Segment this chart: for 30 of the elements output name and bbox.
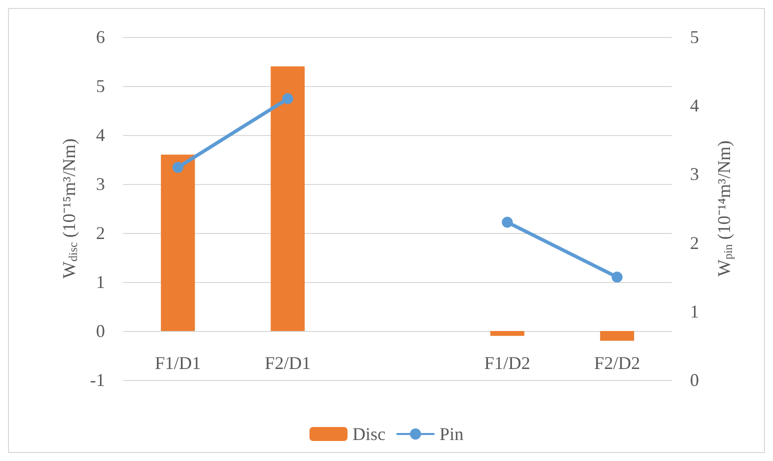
y2-tick-label: 5 [690,27,699,47]
y2-tick-label: 1 [690,301,699,322]
bar [600,331,634,341]
y-tick-label: 6 [96,27,105,47]
y2-tick-label: 4 [690,96,699,116]
y2-axis-title: Wpin (10⁻¹⁴m³/Nm) [714,140,735,276]
point [282,93,294,104]
legend-label: Disc [352,424,386,444]
y-tick-label: 3 [96,174,105,194]
y2-tick-label: 0 [690,370,699,390]
x-tick-label: F2/D1 [264,353,311,373]
point [172,162,184,173]
bar [490,331,524,336]
y2-tick-label: 2 [690,232,699,253]
legend-label: Pin [439,424,464,444]
x-tick-label: F1/D2 [484,353,530,373]
bar [160,154,195,331]
x-tick-label: F1/D1 [154,353,201,373]
y-tick-label: 5 [96,76,105,96]
point [612,272,623,283]
y2-tick-label: 3 [690,164,699,184]
y-tick-label: 0 [96,321,105,341]
y-tick-label: 1 [96,272,105,292]
y-axis-title: Wdisc (10⁻¹⁵m³/Nm) [59,138,80,278]
y-tick-label: 4 [96,125,105,145]
point [502,216,513,228]
x-tick-label: F2/D2 [594,353,640,373]
y-tick-label: 2 [96,223,105,243]
bar [270,66,305,331]
y-tick-label: -1 [90,370,105,390]
